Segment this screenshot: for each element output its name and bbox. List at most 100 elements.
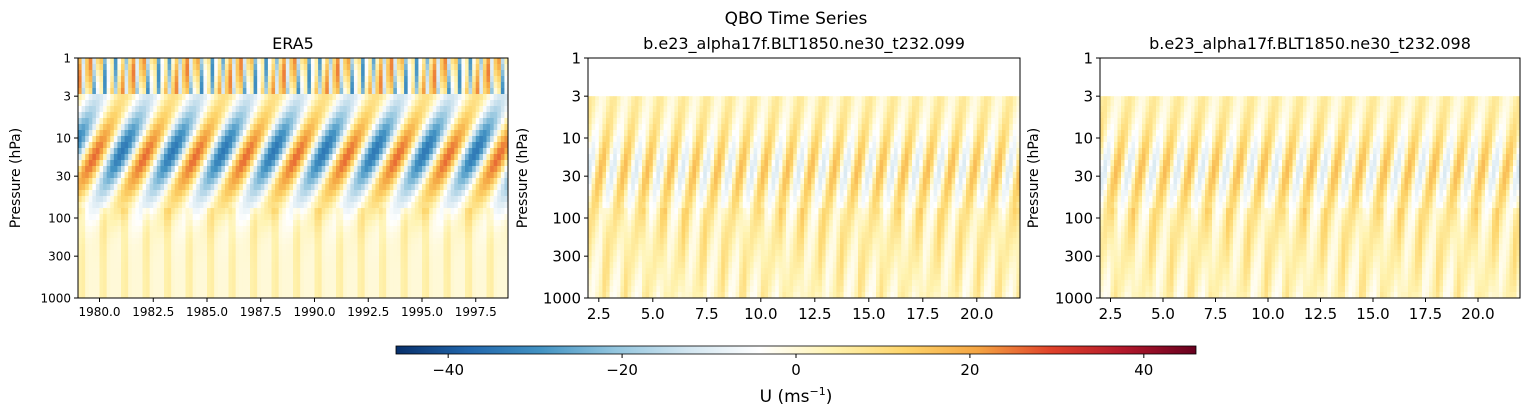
heatmap-cell bbox=[207, 226, 211, 233]
heatmap-cell bbox=[400, 70, 405, 77]
heatmap-cell bbox=[156, 124, 161, 131]
heatmap-cell bbox=[350, 154, 355, 161]
heatmap-cell bbox=[242, 124, 247, 131]
heatmap-cell bbox=[482, 82, 487, 89]
heatmap-cell bbox=[454, 124, 459, 131]
heatmap-cell bbox=[253, 166, 258, 173]
heatmap-cell bbox=[117, 148, 122, 155]
heatmap-cell bbox=[131, 88, 136, 95]
heatmap-cell bbox=[343, 166, 348, 173]
heatmap-cell bbox=[106, 160, 111, 167]
heatmap-cell bbox=[461, 94, 466, 101]
heatmap-cell bbox=[328, 106, 333, 113]
heatmap-cell bbox=[210, 58, 215, 65]
heatmap-cell bbox=[389, 262, 394, 269]
heatmap-cell bbox=[228, 172, 233, 179]
heatmap-cell bbox=[443, 196, 448, 203]
heatmap-cell bbox=[153, 286, 158, 293]
heatmap-cell bbox=[310, 292, 315, 298]
heatmap-cell bbox=[307, 184, 312, 191]
heatmap-cell bbox=[196, 208, 201, 215]
heatmap-cell bbox=[500, 112, 505, 119]
heatmap-cell bbox=[174, 250, 179, 257]
heatmap-cell bbox=[103, 88, 108, 95]
heatmap-cell bbox=[250, 250, 254, 257]
heatmap-cell bbox=[303, 262, 308, 269]
heatmap-cell bbox=[285, 280, 290, 287]
heatmap-cell bbox=[497, 124, 502, 131]
heatmap-cell bbox=[278, 94, 283, 101]
heatmap-cell bbox=[429, 196, 434, 203]
heatmap-cell bbox=[840, 96, 844, 101]
heatmap-cell bbox=[278, 256, 283, 263]
heatmap-cell bbox=[439, 172, 444, 179]
heatmap-cell bbox=[307, 220, 312, 227]
heatmap-cell bbox=[328, 196, 333, 203]
heatmap-cell bbox=[189, 244, 194, 251]
heatmap-cell bbox=[386, 118, 391, 125]
heatmap-cell bbox=[185, 166, 190, 173]
heatmap-cell bbox=[113, 244, 118, 251]
heatmap-cell bbox=[164, 136, 168, 143]
heatmap-cell bbox=[253, 58, 258, 65]
heatmap-cell bbox=[181, 154, 186, 161]
heatmap-cell bbox=[92, 232, 97, 239]
heatmap-cell bbox=[482, 58, 487, 65]
heatmap-cell bbox=[95, 160, 100, 167]
heatmap-cell bbox=[414, 250, 419, 257]
heatmap-cell bbox=[128, 196, 133, 203]
heatmap-cells bbox=[588, 96, 1020, 298]
heatmap-cell bbox=[439, 142, 444, 149]
heatmap-cell bbox=[407, 220, 412, 227]
heatmap-cell bbox=[242, 94, 247, 101]
heatmap-cell bbox=[475, 100, 480, 107]
heatmap-cell bbox=[196, 262, 201, 269]
heatmap-cell bbox=[138, 262, 143, 269]
heatmap-cell bbox=[142, 100, 147, 107]
heatmap-cell bbox=[135, 262, 140, 269]
heatmap-cell bbox=[232, 268, 237, 275]
heatmap-cell bbox=[124, 178, 129, 185]
heatmap-cell bbox=[500, 82, 505, 89]
heatmap-cell bbox=[106, 58, 111, 65]
heatmap-cell bbox=[149, 94, 154, 101]
heatmap-cell bbox=[196, 160, 201, 167]
heatmap-cell bbox=[404, 238, 409, 245]
heatmap-cell bbox=[422, 274, 426, 281]
heatmap-cell bbox=[332, 82, 337, 89]
heatmap-cell bbox=[479, 262, 484, 269]
heatmap-cell bbox=[486, 76, 491, 83]
heatmap-cell bbox=[235, 64, 240, 71]
heatmap-cell bbox=[232, 106, 237, 113]
heatmap-cell bbox=[364, 70, 369, 77]
heatmap-cell bbox=[149, 142, 154, 149]
heatmap-cell bbox=[275, 244, 280, 251]
heatmap-cell bbox=[332, 226, 337, 233]
heatmap-cell bbox=[386, 292, 391, 298]
heatmap-cell bbox=[124, 58, 129, 65]
heatmap-cell bbox=[465, 76, 469, 83]
heatmap-cell bbox=[293, 58, 297, 65]
heatmap-cell bbox=[228, 142, 233, 149]
heatmap-cell bbox=[400, 58, 405, 65]
heatmap-cell bbox=[228, 124, 233, 131]
heatmap-cell bbox=[389, 172, 394, 179]
heatmap-cell bbox=[232, 172, 237, 179]
heatmap-cell bbox=[493, 190, 498, 197]
heatmap-cell bbox=[336, 232, 340, 239]
heatmap-cell bbox=[199, 268, 204, 275]
heatmap-cell bbox=[271, 148, 276, 155]
heatmap-cell bbox=[99, 196, 104, 203]
heatmap-cell bbox=[454, 184, 459, 191]
heatmap-cell bbox=[346, 100, 351, 107]
heatmap-cell bbox=[454, 274, 459, 281]
heatmap-cell bbox=[167, 262, 172, 269]
heatmap-cell bbox=[325, 232, 330, 239]
heatmap-cell bbox=[318, 238, 323, 245]
heatmap-cell bbox=[153, 70, 158, 77]
heatmap-cell bbox=[307, 112, 312, 119]
heatmap-cell bbox=[393, 64, 398, 71]
heatmap-cell bbox=[285, 292, 290, 298]
heatmap-cell bbox=[275, 160, 280, 167]
heatmap-cell bbox=[131, 58, 136, 65]
